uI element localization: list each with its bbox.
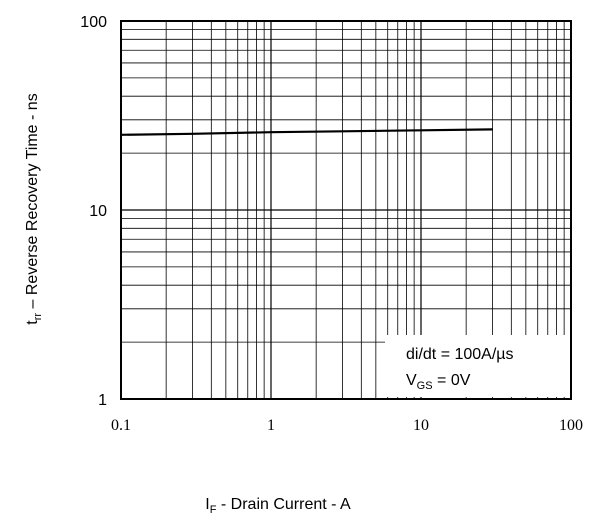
y-tick-label: 1 — [98, 392, 107, 409]
annotation-background — [385, 335, 571, 397]
x-tick-label: 10 — [413, 417, 429, 434]
x-axis-label: IF - Drain Current - A — [205, 496, 351, 516]
plot-frame — [120, 20, 572, 400]
annotation: di/dt = 100A/µs VGS = 0V — [385, 335, 571, 397]
y-axis-label: trr – Reverse Recovery Time - ns — [24, 93, 44, 324]
y-tick-label: 100 — [80, 14, 107, 31]
series — [120, 128, 493, 136]
series-line — [120, 128, 493, 136]
annotation-vgs: VGS = 0V — [406, 372, 471, 392]
x-tick-label: 1 — [267, 417, 275, 434]
plot-border — [120, 20, 572, 400]
x-tick-label: 100 — [559, 417, 583, 434]
x-tick-label: 0.1 — [111, 417, 131, 434]
annotation-didt: di/dt = 100A/µs — [406, 346, 514, 363]
y-tick-label: 10 — [89, 203, 107, 220]
